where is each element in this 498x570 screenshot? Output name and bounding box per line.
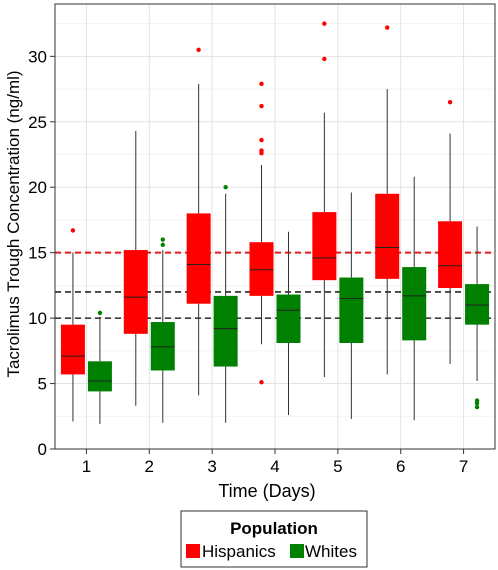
box-hispanics-day-4	[249, 81, 274, 385]
x-tick-label: 2	[145, 457, 154, 476]
box-hispanics-day-1	[60, 228, 85, 422]
outlier-point	[196, 47, 201, 53]
box-whites-day-2	[150, 237, 175, 423]
outlier-point	[322, 56, 327, 62]
box-iqr	[276, 294, 301, 343]
outlier-point	[259, 137, 264, 143]
box-whites-day-3	[213, 185, 238, 423]
outlier-point	[259, 148, 264, 153]
box-iqr	[60, 324, 85, 375]
y-tick-label: 0	[38, 440, 47, 459]
x-tick-label: 3	[207, 457, 216, 476]
y-tick-label: 15	[28, 244, 47, 263]
y-axis: 0 5 10 15 20 25 30	[28, 47, 55, 459]
box-iqr	[375, 193, 400, 279]
box-iqr	[186, 213, 211, 304]
outlier-point	[160, 237, 165, 242]
outlier-point	[474, 404, 480, 410]
outlier-point	[160, 242, 165, 248]
box-hispanics-day-2	[123, 130, 148, 406]
x-tick-label: 5	[333, 457, 342, 476]
legend-box	[180, 510, 368, 568]
box-whites-day-1	[87, 310, 112, 425]
y-tick-label: 10	[28, 309, 47, 328]
y-axis-title: Tacrolimus Trough Concentration (ng/ml)	[4, 70, 23, 377]
y-tick-label: 20	[28, 178, 47, 197]
legend-label-whites: Whites	[305, 542, 357, 561]
box-iqr	[249, 242, 274, 296]
outlier-point	[385, 25, 390, 30]
legend-title: Population	[230, 519, 318, 538]
box-series	[60, 21, 490, 425]
x-axis: 1 2 3 4 5 6 7	[82, 449, 468, 476]
outlier-point	[447, 99, 453, 105]
y-tick-label: 25	[28, 113, 47, 132]
legend-key-whites	[290, 544, 304, 558]
outlier-point	[259, 81, 264, 87]
x-tick-label: 1	[82, 457, 91, 476]
box-hispanics-day-7	[438, 99, 463, 364]
box-iqr	[87, 361, 112, 392]
box-iqr	[339, 277, 364, 343]
x-tick-label: 7	[459, 457, 468, 476]
outlier-point	[474, 398, 480, 403]
box-hispanics-day-3	[186, 47, 211, 396]
box-iqr	[402, 267, 427, 341]
legend: Population Hispanics Whites	[180, 510, 368, 568]
box-whites-day-5	[339, 192, 364, 419]
box-whites-day-7	[465, 226, 490, 410]
box-whites-day-6	[402, 176, 427, 421]
plot-panel	[54, 3, 496, 450]
box-iqr	[150, 322, 175, 371]
box-iqr	[312, 212, 337, 281]
box-iqr	[465, 284, 490, 325]
box-iqr	[123, 250, 148, 334]
box-whites-day-4	[276, 231, 301, 415]
box-iqr	[438, 221, 463, 289]
outlier-point	[70, 228, 76, 233]
y-tick-label: 5	[38, 375, 47, 394]
x-axis-title: Time (Days)	[218, 481, 315, 501]
box-hispanics-day-5	[312, 21, 337, 378]
box-iqr	[213, 295, 238, 367]
outlier-point	[97, 310, 103, 316]
x-tick-label: 6	[396, 457, 405, 476]
y-tick-label: 30	[28, 47, 47, 66]
outlier-point	[322, 21, 327, 26]
legend-key-hispanics	[186, 544, 200, 558]
outlier-point	[259, 380, 264, 385]
outlier-point	[223, 185, 228, 190]
box-hispanics-day-6	[375, 25, 400, 375]
outlier-point	[259, 103, 264, 109]
x-tick-label: 4	[270, 457, 279, 476]
legend-label-hispanics: Hispanics	[202, 542, 276, 561]
